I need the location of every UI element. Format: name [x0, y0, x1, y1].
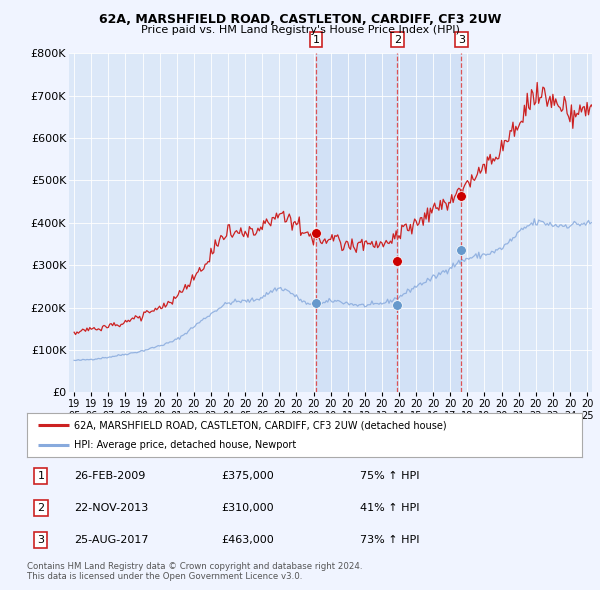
Text: 1: 1 [37, 471, 44, 481]
Text: 3: 3 [458, 35, 465, 44]
Bar [316, 53, 461, 392]
Text: £310,000: £310,000 [221, 503, 274, 513]
Text: 26-FEB-2009: 26-FEB-2009 [74, 471, 146, 481]
Text: 75% ↑ HPI: 75% ↑ HPI [360, 471, 419, 481]
Text: Price paid vs. HM Land Registry's House Price Index (HPI): Price paid vs. HM Land Registry's House … [140, 25, 460, 35]
Text: £463,000: £463,000 [221, 535, 274, 545]
Text: 1: 1 [313, 35, 320, 44]
Text: 3: 3 [37, 535, 44, 545]
Text: 2: 2 [37, 503, 44, 513]
Text: HPI: Average price, detached house, Newport: HPI: Average price, detached house, Newp… [74, 440, 296, 450]
Text: 22-NOV-2013: 22-NOV-2013 [74, 503, 148, 513]
Text: Contains HM Land Registry data © Crown copyright and database right 2024.
This d: Contains HM Land Registry data © Crown c… [27, 562, 362, 581]
Text: £375,000: £375,000 [221, 471, 274, 481]
Text: 25-AUG-2017: 25-AUG-2017 [74, 535, 149, 545]
Text: 41% ↑ HPI: 41% ↑ HPI [360, 503, 419, 513]
Text: 73% ↑ HPI: 73% ↑ HPI [360, 535, 419, 545]
Text: 2: 2 [394, 35, 401, 44]
Text: 62A, MARSHFIELD ROAD, CASTLETON, CARDIFF, CF3 2UW (detached house): 62A, MARSHFIELD ROAD, CASTLETON, CARDIFF… [74, 421, 447, 430]
Text: 62A, MARSHFIELD ROAD, CASTLETON, CARDIFF, CF3 2UW: 62A, MARSHFIELD ROAD, CASTLETON, CARDIFF… [99, 13, 501, 26]
